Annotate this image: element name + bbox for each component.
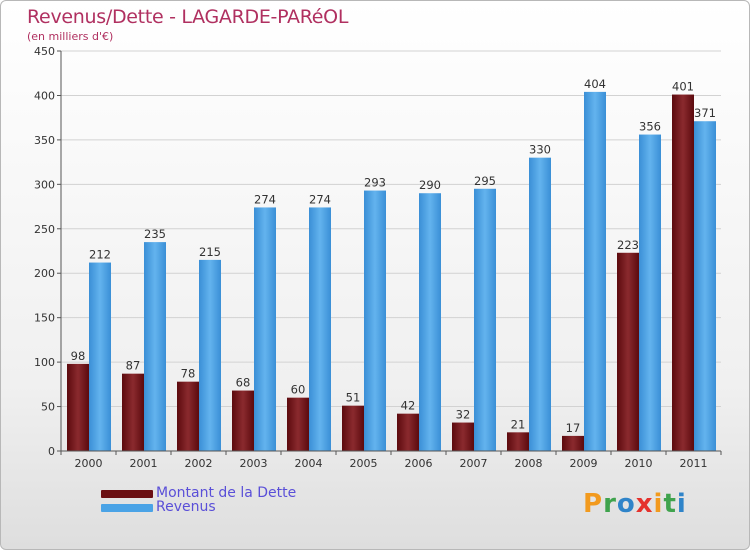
bar-dette (122, 373, 144, 451)
x-tick-label: 2002 (185, 457, 213, 470)
bar-revenus (474, 188, 496, 451)
y-tick-label: 0 (48, 445, 55, 458)
bar-revenus (309, 207, 331, 451)
bar-revenus (254, 207, 276, 451)
bar-revenus (529, 157, 551, 451)
value-label: 87 (126, 359, 141, 373)
value-label: 274 (309, 192, 331, 206)
bar-dette (397, 413, 419, 451)
x-tick-label: 2003 (240, 457, 268, 470)
bars (67, 91, 716, 452)
axes: 0 50 100 150 200 250 300 350 400 450 2000 2001 2002 2… (34, 45, 722, 470)
proxiti-logo: Proxiti (583, 489, 687, 519)
bar-dette (177, 381, 199, 451)
bar-dette (562, 435, 584, 451)
y-tick-label: 100 (34, 356, 55, 369)
y-tick-label: 50 (41, 401, 55, 414)
bar-revenus (639, 134, 661, 452)
chart-title: Revenus/Dette - LAGARDE-PARéOL (27, 6, 349, 28)
logo-letter: P (583, 489, 604, 519)
grid-lines (61, 50, 721, 452)
value-label: 51 (346, 391, 361, 405)
value-label: 32 (456, 408, 471, 422)
chart-subtitle: (en milliers d'€) (27, 30, 114, 43)
logo-letter: i (676, 489, 687, 519)
logo-letter: i (653, 489, 664, 519)
legend-label-debt: Montant de la Dette (156, 485, 297, 501)
x-tick-label: 2011 (680, 457, 708, 470)
value-label: 274 (254, 192, 276, 206)
x-tick-label: 2000 (75, 457, 103, 470)
y-tick-label: 300 (34, 178, 55, 191)
bar-dette (67, 363, 89, 451)
logo-letter: t (663, 489, 677, 519)
bar-revenus (694, 121, 716, 451)
x-tick-label: 2010 (625, 457, 653, 470)
x-tick-label: 2004 (295, 457, 323, 470)
value-label: 401 (672, 80, 694, 94)
value-label: 356 (639, 120, 661, 134)
bar-revenus (144, 242, 166, 451)
y-tick-label: 400 (34, 89, 55, 102)
value-label: 17 (566, 421, 581, 435)
value-label: 60 (291, 383, 306, 397)
value-label: 68 (236, 376, 251, 390)
x-tick-label: 2009 (570, 457, 598, 470)
legend-swatch-debt (101, 490, 153, 498)
value-label: 404 (584, 77, 606, 91)
bar-revenus (419, 193, 441, 451)
y-tick-label: 250 (34, 223, 55, 236)
value-label: 98 (71, 349, 86, 363)
bar-revenus (364, 190, 386, 452)
legend-swatch-revenus (101, 504, 153, 512)
bar-dette (672, 94, 694, 452)
value-label: 290 (419, 178, 441, 192)
value-label: 212 (89, 248, 111, 262)
x-tick-label: 2006 (405, 457, 433, 470)
bar-revenus (89, 262, 111, 451)
x-tick-label: 2001 (130, 457, 158, 470)
y-tick-label: 450 (34, 45, 55, 58)
bar-dette (452, 422, 474, 451)
y-tick-label: 350 (34, 134, 55, 147)
logo-letter: x (635, 489, 654, 519)
value-label: 223 (617, 238, 639, 252)
value-label: 78 (181, 367, 196, 381)
y-tick-label: 150 (34, 312, 55, 325)
bar-chart: 98 212 87 235 78 215 68 274 60 274 51 293 42 290 32 295… (34, 45, 722, 470)
logo-letter: o (616, 489, 636, 519)
bar-dette (287, 397, 309, 451)
x-tick-label: 2007 (460, 457, 488, 470)
value-label: 330 (529, 143, 551, 157)
bar-dette (342, 405, 364, 451)
bar-dette (507, 432, 529, 451)
bar-revenus (199, 259, 221, 451)
x-tick-label: 2008 (515, 457, 543, 470)
value-label: 293 (364, 176, 386, 190)
bar-revenus (584, 91, 606, 451)
y-tick-label: 200 (34, 267, 55, 280)
bar-dette (617, 252, 639, 451)
bar-dette (232, 390, 254, 451)
value-label: 42 (401, 399, 416, 413)
value-label: 295 (474, 174, 496, 188)
value-label: 215 (199, 245, 221, 259)
value-label: 21 (511, 417, 526, 431)
x-tick-label: 2005 (350, 457, 378, 470)
value-label: 371 (694, 106, 716, 120)
legend-label-revenus: Revenus (156, 499, 216, 515)
value-label: 235 (144, 227, 166, 241)
logo-letter: r (603, 489, 617, 519)
value-labels: 98 212 87 235 78 215 68 274 60 274 51 293 42 290 32 295… (71, 77, 716, 435)
